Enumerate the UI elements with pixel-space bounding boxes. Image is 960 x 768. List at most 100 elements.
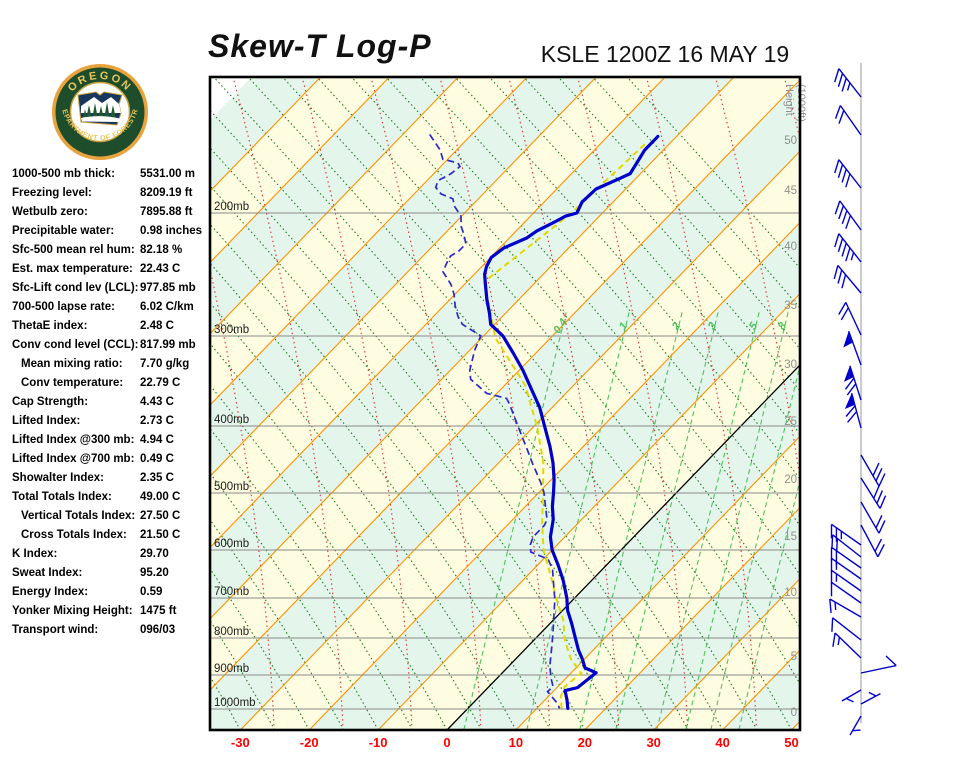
- wind-barb: [831, 617, 862, 641]
- index-label: Lifted Index:: [12, 415, 81, 427]
- logo-trees: [83, 102, 116, 119]
- index-label: Total Totals Index:: [12, 491, 112, 503]
- dry-adiabat: [210, 109, 689, 730]
- mixing-ratio-label: 3: [706, 320, 719, 332]
- index-row: Est. max temperature: 22.43 C: [12, 260, 210, 279]
- dry-adiabats: [0, 77, 800, 730]
- index-label: Energy Index:: [12, 586, 89, 598]
- pressure-label: 500mb: [214, 481, 249, 493]
- dry-adiabat: [592, 77, 800, 309]
- mixing-ratio-line: [656, 311, 760, 730]
- index-value: 0.59: [140, 586, 163, 598]
- odf-logo: OREGON DEPARTMENT OF FORESTRY: [50, 61, 148, 160]
- index-label: K Index:: [12, 548, 58, 560]
- mixing-ratio-line: [526, 311, 630, 730]
- index-value: 22.43 C: [140, 263, 181, 275]
- mixing-ratio-line: [463, 311, 567, 730]
- index-label: Sfc-500 mean rel hum:: [12, 244, 135, 256]
- wind-barb: [830, 581, 862, 604]
- isotherm: [210, 77, 459, 335]
- dry-adiabat: [0, 77, 171, 730]
- isotherm: [515, 435, 800, 730]
- sounding-curves: [428, 133, 660, 710]
- dry-adiabat: [247, 77, 758, 730]
- index-row: Freezing level: 8209.19 ft: [12, 184, 210, 203]
- index-value: 21.50 C: [140, 529, 181, 541]
- index-value: 8209.19 ft: [140, 187, 193, 199]
- index-value: 096/03: [140, 624, 176, 636]
- index-label: Wetbulb zero:: [12, 206, 88, 218]
- wind-barb: [830, 569, 862, 592]
- wind-barb: [834, 105, 862, 136]
- mixing-ratio-line: [710, 363, 800, 730]
- height-axis-title: Height: [783, 84, 795, 116]
- index-row: Precipitable water: 0.98 inches: [12, 222, 210, 241]
- wind-barb: [860, 477, 887, 509]
- index-label: Sfc-Lift cond lev (LCL):: [12, 282, 139, 294]
- wind-barb: [834, 159, 862, 189]
- plot-border: [208, 75, 802, 732]
- dry-adiabat: [210, 675, 241, 730]
- index-label: Conv cond level (CCL):: [12, 339, 139, 351]
- index-row: Yonker Mixing Height: 1475 ft: [12, 602, 210, 621]
- index-label: Lifted Index @300 mb:: [12, 434, 135, 446]
- wind-barb: [841, 689, 862, 703]
- height-tick-label: 20: [784, 474, 797, 486]
- moist-adiabat: [26, 77, 136, 730]
- wind-barb: [834, 233, 862, 263]
- wind-barb: [834, 68, 862, 98]
- index-row: K Index: 29.70: [12, 545, 210, 564]
- index-value: 82.18 %: [140, 244, 183, 256]
- isotherm: [210, 77, 390, 264]
- index-label: Cap Strength:: [12, 396, 89, 408]
- isotherm: [210, 77, 666, 549]
- dry-adiabat: [488, 77, 800, 435]
- height-tick-label: 30: [784, 359, 797, 371]
- pressure-label: 700mb: [214, 586, 249, 598]
- isotherm: [239, 150, 800, 730]
- index-value: 977.85 mb: [140, 282, 196, 294]
- mixing-ratio-line: [685, 311, 789, 730]
- pressure-label: 200mb: [214, 201, 249, 213]
- isotherm: [210, 79, 800, 691]
- height-tick-label: 0: [791, 707, 797, 719]
- dry-adiabat: [419, 77, 800, 527]
- temp-tick-label: -20: [300, 735, 319, 750]
- temp-tick-label: 50: [784, 735, 798, 750]
- wind-barb: [849, 715, 862, 736]
- moist-adiabat: [95, 77, 205, 730]
- isotherm-bands: [210, 77, 960, 730]
- index-value: 2.35 C: [140, 472, 174, 484]
- index-label: Est. max temperature:: [12, 263, 133, 275]
- height-tick-label: 5: [791, 651, 797, 663]
- wind-barb: [838, 302, 862, 336]
- pressure-label: 1000mb: [214, 697, 256, 709]
- isotherm: [210, 77, 321, 193]
- height-tick-label: 45: [784, 185, 797, 197]
- mixing-ratio-line: [738, 477, 800, 730]
- mixing-ratio-line: [615, 311, 719, 730]
- index-value: 5531.00 m: [140, 168, 195, 180]
- index-label: Lifted Index @700 mb:: [12, 453, 135, 465]
- logo-river: [81, 116, 120, 122]
- wind-barb: [860, 501, 886, 534]
- dewpoint-curve: [428, 133, 561, 709]
- temp-tick-label: 40: [715, 735, 729, 750]
- index-value: 2.73 C: [140, 415, 174, 427]
- pressure-label: 600mb: [214, 538, 249, 550]
- index-row: Lifted Index @300 mb: 4.94 C: [12, 431, 210, 450]
- index-row: Total Totals Index: 49.00 C: [12, 488, 210, 507]
- wind-barb: [830, 557, 862, 580]
- mixing-ratio-label: 1: [617, 320, 630, 332]
- index-label: Precipitable water:: [12, 225, 115, 237]
- wind-barb: [833, 264, 862, 294]
- isotherm: [210, 77, 528, 406]
- index-row: Cross Totals Index: 21.50 C: [12, 526, 210, 545]
- dry-adiabat: [213, 77, 724, 730]
- chart-grid: [0, 77, 960, 730]
- temp-band: [860, 77, 960, 730]
- isotherm: [791, 720, 800, 730]
- dry-adiabat: [0, 77, 137, 730]
- temp-tick-label: -30: [231, 735, 250, 750]
